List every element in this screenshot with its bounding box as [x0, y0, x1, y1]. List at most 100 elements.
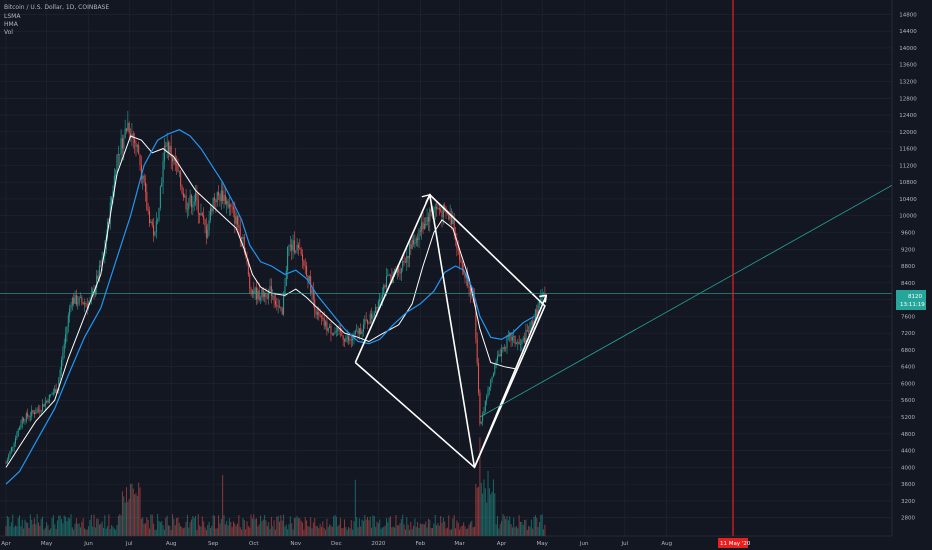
volume-bar: [410, 521, 412, 536]
date-tag: 11 May '20: [718, 538, 751, 548]
indicator-hma[interactable]: HMA: [4, 21, 18, 28]
volume-bar: [214, 516, 216, 536]
volume-bar: [88, 526, 90, 536]
volume-bar: [196, 529, 198, 536]
candle-body: [28, 416, 30, 417]
volume-bar: [293, 517, 295, 536]
time-axis-bg: [0, 536, 932, 550]
candle-body: [84, 303, 86, 305]
candle-body: [134, 138, 136, 143]
volume-bar: [268, 522, 270, 536]
candle-body: [73, 298, 75, 304]
volume-bar: [90, 514, 92, 536]
candle-body: [58, 379, 60, 391]
volume-bar: [142, 517, 144, 536]
volume-bar: [444, 521, 446, 536]
candle-body: [499, 354, 501, 357]
volume-bar: [66, 521, 68, 536]
volume-bar: [113, 528, 115, 536]
volume-bar: [467, 528, 469, 536]
volume-bar: [247, 526, 249, 536]
volume-bar: [421, 524, 423, 536]
volume-bar: [28, 527, 30, 536]
volume-bar: [277, 515, 279, 536]
volume-bar: [476, 487, 478, 536]
candle-body: [342, 335, 344, 340]
volume-bar: [144, 523, 146, 536]
candle-body: [517, 342, 519, 344]
candle-body: [172, 157, 174, 162]
volume-bar: [367, 516, 369, 536]
candle-body: [182, 192, 184, 198]
candle-body: [155, 221, 157, 232]
candle-body: [147, 209, 149, 212]
candle-body: [69, 308, 71, 316]
volume-bar: [237, 523, 239, 536]
volume-bar: [302, 522, 304, 536]
volume-bar: [241, 529, 243, 536]
price-tick-label: 6000: [901, 381, 915, 387]
indicator-vol[interactable]: Vol: [4, 29, 13, 36]
candle-body: [421, 222, 423, 232]
volume-bar: [188, 527, 190, 536]
candle-body: [532, 321, 534, 326]
volume-bar: [296, 515, 298, 536]
time-tick-label: Dec: [331, 541, 342, 547]
volume-bar: [178, 522, 180, 536]
candle-body: [214, 197, 216, 201]
candle-body: [250, 288, 252, 295]
volume-bar: [138, 482, 140, 536]
price-axis[interactable]: 2800 3200 3600 4000 4400 4800 5200 5600 6000 6400…: [891, 0, 932, 550]
candle-body: [40, 410, 42, 412]
volume-bar: [37, 522, 39, 536]
candle-body: [66, 326, 68, 335]
indicator-lsma[interactable]: LSMA: [4, 13, 21, 20]
candle-body: [228, 204, 230, 208]
candle-body: [136, 145, 138, 147]
candle-body: [498, 354, 500, 357]
volume-bar: [143, 523, 145, 536]
candle-body: [27, 413, 29, 417]
price-tick-label: 12000: [899, 130, 917, 136]
candle-body: [303, 260, 305, 266]
candle-body: [166, 142, 168, 147]
volume-bar: [323, 527, 325, 536]
volume-bar: [279, 521, 281, 536]
time-tick-label: May: [41, 541, 53, 547]
arrow-head: [539, 294, 548, 303]
candle-body: [331, 333, 333, 335]
candle-body: [419, 230, 421, 232]
candle-body: [32, 410, 34, 413]
volume-bar: [472, 527, 474, 536]
volume-bar: [246, 521, 248, 536]
candle-body: [472, 291, 474, 297]
volume-bar: [96, 518, 98, 536]
volume-bar: [379, 519, 381, 536]
volume-bar: [24, 519, 26, 536]
candle-body: [406, 256, 408, 263]
volume-bar: [450, 529, 452, 536]
volume-bar: [541, 514, 543, 536]
volume-bar: [166, 515, 168, 536]
candle-body: [246, 256, 248, 264]
volume-bar: [292, 529, 294, 536]
candle-body: [296, 244, 298, 251]
candle-body: [6, 459, 8, 464]
candle-body: [361, 331, 363, 334]
volume-bar: [54, 524, 56, 536]
time-tick-label: Mar: [454, 541, 465, 547]
time-tick-label: 2020: [371, 541, 385, 547]
volume-bar: [32, 524, 34, 536]
volume-bar: [270, 516, 272, 536]
time-axis[interactable]: Apr May Jun Jul Aug Sep Oct Nov Dec 2020 Feb Mar Apr…: [0, 535, 932, 550]
volume-bar: [131, 483, 133, 536]
candle-body: [427, 216, 429, 222]
volume-bar: [159, 522, 161, 536]
symbol-title[interactable]: Bitcoin / U.S. Dollar, 1D, COINBASE: [4, 4, 110, 11]
candle-body: [232, 207, 234, 210]
volume-bar: [522, 524, 524, 536]
candle-body: [456, 239, 458, 249]
candle-body: [163, 145, 165, 161]
time-tick-label: Jun: [579, 541, 589, 547]
